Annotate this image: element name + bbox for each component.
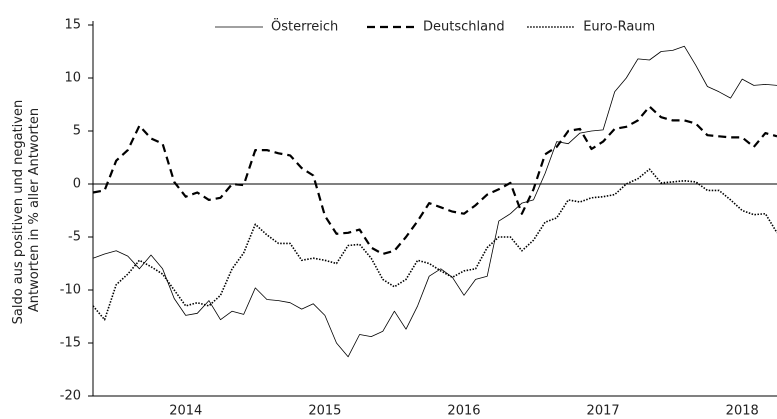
y-tick-label: -15 [60,336,81,351]
y-tick-label: 15 [64,18,81,33]
y-tick-label: 5 [73,124,81,139]
x-tick-label: 2017 [587,404,620,419]
y-axis-label-line: Antworten in % aller Antworten [27,108,42,312]
y-axis-label: Saldo aus positiven und negativen Antwor… [11,96,42,325]
series-line [92,168,777,321]
legend-label: Österreich [271,18,338,35]
y-tick-label: -5 [68,230,81,245]
x-tick-label: 2014 [169,404,202,419]
y-tick-label: 0 [73,177,81,192]
x-tick-label: 2016 [447,404,480,419]
x-tick-label: 2015 [308,404,341,419]
legend-label: Euro-Raum [583,20,655,35]
y-tick-label: 10 [64,71,81,86]
legend-label: Deutschland [423,20,505,35]
x-tick-label: 2018 [726,404,759,419]
y-axis-label-line: Saldo aus positiven und negativen [11,100,26,325]
series-line [92,45,777,358]
y-tick-label: -10 [60,283,81,298]
y-tick-label: -20 [60,389,81,404]
series-line [92,105,777,256]
